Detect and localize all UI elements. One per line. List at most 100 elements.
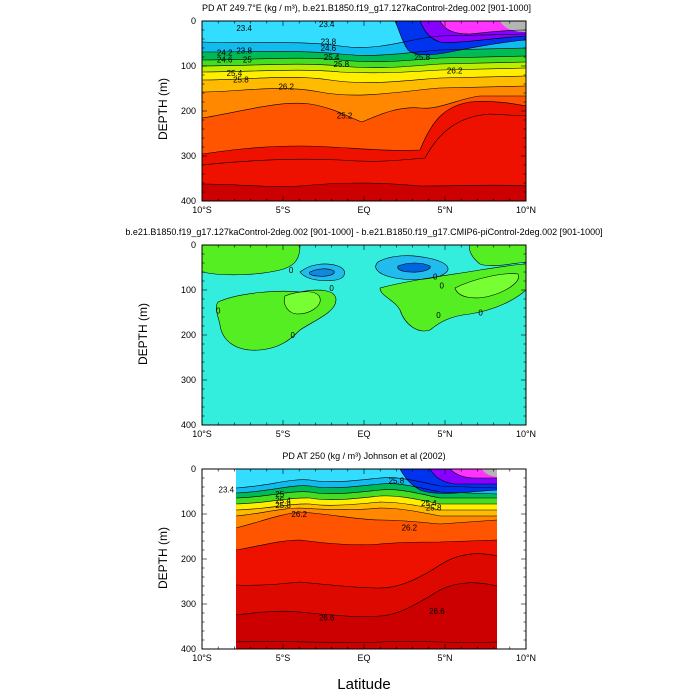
panel2-x-tick-label: 5°N [437,429,452,439]
panel3-contour-label: 26.2 [402,524,418,533]
panel2-contour-label: 0 [289,266,294,275]
p3-band-deep-red [236,582,497,649]
panel1-contour-label-group: 24.2 [217,49,233,58]
p3-band-missing-corner [482,469,497,477]
panel2-contour-label-group: 0 [440,282,445,291]
panel3-contour-label: 26.2 [291,510,307,519]
p2-negative-right-core [397,263,431,273]
panel1-contour-label: 26.2 [447,67,463,76]
panel3-y-tick-label: 300 [181,599,196,609]
panel1-x-tick-label: 10°S [192,205,212,215]
panel2-y-tick-label: 100 [181,285,196,295]
p2-contour-lines [202,245,526,351]
panel3-contour-label-group: 25.4 [421,499,437,508]
panel3-y-tick-label: 200 [181,554,196,564]
panel2-x-tick-label: 10°S [192,429,212,439]
panel3-title: PD AT 250 (kg / m³) Johnson et al (2002) [282,451,446,461]
panel1-contour-label-group: 25.4 [227,69,243,78]
panel1-contour-label-group: 23.8 [236,46,252,55]
panel1-contour-label-group: 24.6 [321,44,337,53]
panel1-contour-label: 23.4 [236,24,252,33]
panel2-contour-label: 0 [478,309,483,318]
panel2-contour-label-group: 0 [478,309,483,318]
panel3-contour-label-group: 26.6 [319,614,335,623]
p3-contour-lines [236,469,497,643]
panel1-y-tick-label: 300 [181,151,196,161]
panel1-x-tick-label: 5°N [437,205,452,215]
panel1-x-tick-label: EQ [357,205,370,215]
panel1-contour-label: 25.4 [324,53,340,62]
panel1-contour-label: 25.8 [334,60,350,69]
panel3-x-tick-label: EQ [357,653,370,663]
panel1-contour-label-group: 25.8 [415,53,431,62]
panel3-contour-label-group: 26.6 [429,607,445,616]
panel1-contour-label: 25.4 [227,69,243,78]
panel1-contour-label-group: 23.8 [321,37,337,46]
panel2-y-tick-label: 200 [181,330,196,340]
panel1-contour-label: 24.6 [217,55,233,64]
panel1-contour-label: 24.6 [321,44,337,53]
panel1-contour-label: 25.8 [233,76,249,85]
panel1-contour-label-group: 25.2 [337,112,353,121]
p2-positive-right-core [455,273,519,298]
panel2-contour-label: 0 [433,273,438,282]
panel2-x-tick-label: EQ [357,429,370,439]
panel1-contour-label: 24.2 [217,49,233,58]
panel3-x-tick-label: 10°S [192,653,212,663]
panel1-contour-label-group: 25.8 [334,60,350,69]
panel2-x-tick-label: 10°N [516,429,536,439]
panel1-contour-label: 23.4 [319,20,335,29]
panel2-contour-label-group: 0 [290,331,295,340]
panel1-contour-label: 25 [243,56,252,65]
panel2-y-tick-label: 0 [191,240,196,250]
p1-contour-lines [202,21,526,187]
p1-band-missing-corner [500,21,526,32]
panel3-contour-label-group: 25.8 [426,503,442,512]
panel3-contour-label-group: 25 [275,490,284,499]
p2-positive-surface-right [469,245,526,266]
panel1-contour-label: 25.2 [337,112,353,121]
panel1-contour-label-group: 26.2 [278,82,294,91]
panel3-contour-label-group: 25.4 [275,497,291,506]
panel1-contour-label: 23.8 [321,37,337,46]
p1-band-red [202,101,526,201]
panel2-y-tick-label: 400 [181,420,196,430]
panel3-contour-label: 26.6 [319,614,335,623]
panel2-contour-label-group: 0 [433,273,438,282]
panel2-contour-label-group: 0 [436,311,441,320]
panel2-contour-label: 0 [216,306,221,315]
panel1-y-tick-label: 0 [191,16,196,26]
panel1-contour-label-group: 25 [243,56,252,65]
panel1-x-tick-label: 10°N [516,205,536,215]
panel2-contour-label: 0 [290,331,295,340]
panel1-contour-label-group: 25.8 [233,76,249,85]
panel2-y-tick-label: 300 [181,375,196,385]
panel2-contour-label: 0 [329,284,334,293]
panel3-y-tick-label: 0 [191,464,196,474]
p2-negative-left-core [309,268,335,277]
panel3-contour-label: 25 [275,490,284,499]
panel2-contour-label: 0 [440,282,445,291]
panel2-contour-label: 0 [436,311,441,320]
panel1-contour-label-group: 24.6 [217,55,233,64]
panel1-contour-label-group: 23.4 [236,24,252,33]
panel3-contour-label: 25.8 [389,476,405,485]
panel3-contour-label: 25.8 [426,503,442,512]
panel1-title: PD AT 249.7°E (kg / m³), b.e21.B1850.f19… [202,3,531,13]
panel2-contour-label-group: 0 [289,266,294,275]
panel3-y-tick-label: 100 [181,509,196,519]
panel3-x-tick-label: 5°N [437,653,452,663]
panel3-y-tick-label: 400 [181,644,196,654]
panel1-y-tick-label: 100 [181,61,196,71]
panel3-x-tick-label: 10°N [516,653,536,663]
panel3-contour-label: 25.4 [275,497,291,506]
panel2-contour-label-group: 0 [329,284,334,293]
panel3-contour-label-group: 26.2 [402,524,418,533]
panel3-contour-label-group: 25.8 [389,476,405,485]
panel1-contour-label: 23.8 [236,46,252,55]
panel1-y-tick-label: 200 [181,106,196,116]
panel2-contour-label-group: 0 [216,306,221,315]
panel3-x-tick-label: 5°S [276,653,291,663]
panel3-contour-label-group: 25.8 [275,501,291,510]
